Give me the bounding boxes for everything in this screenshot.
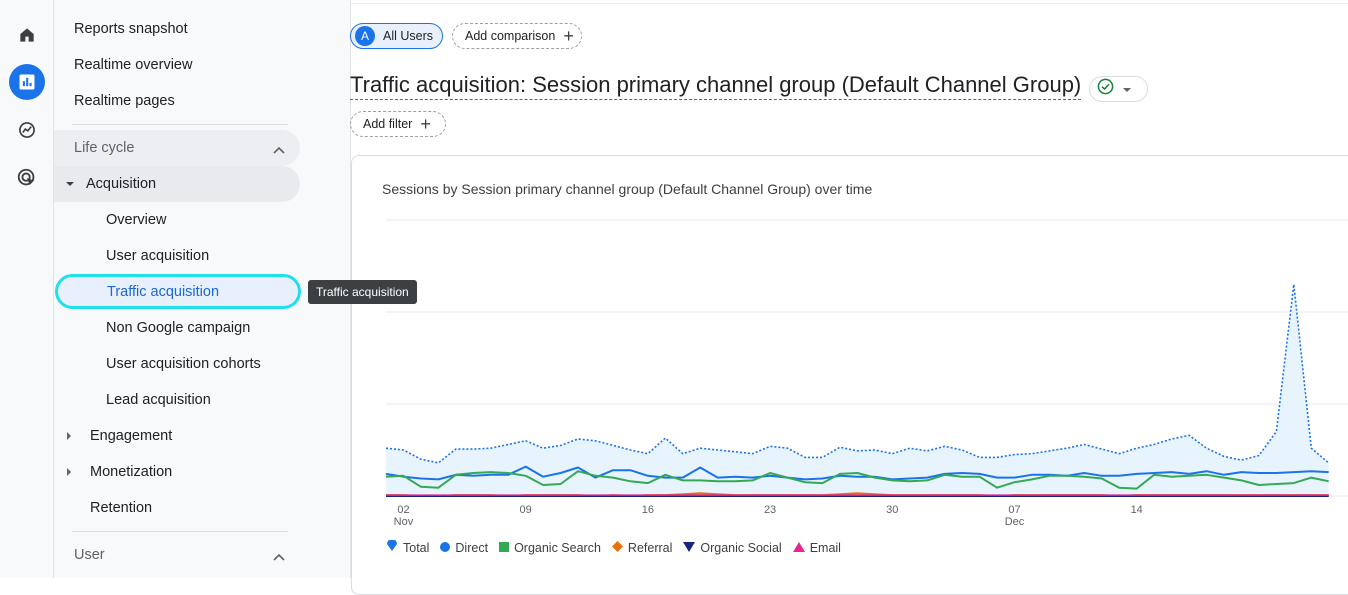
legend-item-email[interactable]: Email bbox=[792, 540, 841, 555]
sidebar-item-label: Realtime pages bbox=[74, 93, 175, 109]
chart-title: Sessions by Session primary channel grou… bbox=[382, 181, 873, 197]
sidebar-item-overview[interactable]: Overview bbox=[54, 202, 300, 238]
add-comparison-button[interactable]: Add comparison + bbox=[452, 23, 582, 49]
legend-label: Direct bbox=[455, 540, 489, 555]
x-tick-label: 30 bbox=[886, 504, 898, 516]
legend-item-total[interactable]: Total bbox=[386, 539, 430, 555]
sidebar-item-label: Engagement bbox=[90, 428, 173, 444]
plus-icon: + bbox=[420, 114, 431, 134]
x-tick-label: 14 bbox=[1131, 504, 1143, 516]
plus-icon: + bbox=[563, 26, 574, 46]
sidebar-item-engagement[interactable]: Engagement bbox=[54, 418, 300, 454]
series-line-organic-search bbox=[385, 470, 1329, 490]
sidebar-item-label: Traffic acquisition bbox=[107, 283, 220, 300]
reports-icon[interactable] bbox=[9, 64, 45, 100]
x-tick-label: 09 bbox=[520, 504, 532, 516]
home-icon[interactable] bbox=[9, 17, 45, 53]
sidebar-item-label: Non Google campaign bbox=[106, 320, 251, 336]
sidebar-item-traffic-acquisition[interactable]: Traffic acquisition bbox=[55, 274, 301, 309]
chevron-up-icon bbox=[273, 549, 285, 565]
explore-icon[interactable] bbox=[9, 112, 45, 148]
sidebar-item-label: Monetization bbox=[90, 464, 173, 480]
x-tick-label: 23 bbox=[764, 504, 776, 516]
sidebar-item-lead-acquisition[interactable]: Lead acquisition bbox=[54, 382, 300, 418]
x-tick-month-label: Nov bbox=[394, 516, 414, 528]
segment-label: All Users bbox=[383, 29, 434, 43]
series-line-direct bbox=[385, 465, 1329, 481]
sidebar-item-monetization[interactable]: Monetization bbox=[54, 454, 300, 490]
section-label: Life cycle bbox=[74, 140, 135, 156]
section-user[interactable]: User bbox=[54, 537, 300, 573]
sidebar-item-label: Overview bbox=[106, 212, 167, 228]
sidebar-item-label: User acquisition cohorts bbox=[106, 356, 261, 372]
segment-chip-all-users[interactable]: A All Users bbox=[350, 23, 443, 49]
caret-right-icon bbox=[67, 468, 71, 476]
advertising-icon[interactable] bbox=[9, 160, 45, 196]
add-filter-label: Add filter bbox=[363, 117, 413, 131]
check-circle-icon bbox=[1097, 78, 1114, 100]
sidebar-item-retention[interactable]: Retention bbox=[54, 490, 300, 526]
legend-label: Referral bbox=[627, 540, 673, 555]
sidebar-item-label: User acquisition bbox=[106, 248, 210, 264]
sidebar-item-label: Realtime overview bbox=[74, 57, 193, 73]
top-divider bbox=[351, 3, 1348, 4]
caret-down-icon bbox=[1122, 80, 1132, 98]
legend-marker-icon bbox=[611, 540, 623, 555]
x-tick-label: 16 bbox=[642, 504, 654, 516]
sidebar-item-label: Reports snapshot bbox=[74, 21, 188, 37]
sidebar-item-realtime-pages[interactable]: Realtime pages bbox=[54, 83, 300, 119]
add-comparison-label: Add comparison bbox=[465, 29, 556, 43]
legend-item-direct[interactable]: Direct bbox=[440, 541, 488, 555]
legend-item-referral[interactable]: Referral bbox=[611, 540, 673, 555]
sidebar-item-user-acquisition-cohorts[interactable]: User acquisition cohorts bbox=[54, 346, 300, 382]
sidebar-item-reports-snapshot[interactable]: Reports snapshot bbox=[54, 11, 300, 47]
legend-label: Organic Search bbox=[514, 540, 601, 555]
legend-label: Total bbox=[403, 540, 430, 555]
sidebar-item-non-google-campaign[interactable]: Non Google campaign bbox=[54, 310, 300, 346]
legend-marker-icon bbox=[683, 541, 696, 555]
sidebar-item-label: Retention bbox=[90, 500, 153, 516]
legend-marker-icon bbox=[386, 539, 398, 555]
icon-rail bbox=[0, 0, 54, 578]
chart-card bbox=[351, 155, 1348, 595]
page-title[interactable]: Traffic acquisition: Session primary cha… bbox=[350, 72, 1082, 100]
divider bbox=[72, 531, 288, 532]
chart-legend: Total Direct Organic Search Referral Organic… bbox=[386, 539, 852, 555]
legend-item-organic-search[interactable]: Organic Search bbox=[499, 541, 601, 555]
legend-label: Organic Social bbox=[700, 540, 782, 555]
x-tick-month-label: Dec bbox=[1005, 516, 1025, 528]
section-label: User bbox=[74, 547, 105, 563]
tooltip: Traffic acquisition bbox=[308, 280, 417, 304]
x-tick-label: 02 bbox=[397, 504, 409, 516]
legend-marker-icon bbox=[792, 541, 805, 555]
legend-label: Email bbox=[809, 540, 841, 555]
sidebar-item-realtime-overview[interactable]: Realtime overview bbox=[54, 47, 300, 83]
sidebar-item-acquisition[interactable]: Acquisition bbox=[54, 166, 300, 202]
report-main: A All Users Add comparison + Traffic acq… bbox=[350, 0, 1348, 595]
segment-avatar: A bbox=[355, 26, 375, 46]
sidebar-item-label: Acquisition bbox=[86, 176, 157, 192]
legend-marker-icon bbox=[440, 541, 451, 555]
sidebar-item-user-acquisition[interactable]: User acquisition bbox=[54, 238, 300, 274]
report-status-dropdown[interactable] bbox=[1089, 76, 1148, 102]
section-lifecycle[interactable]: Life cycle bbox=[54, 130, 300, 166]
add-filter-button[interactable]: Add filter + bbox=[350, 111, 446, 137]
legend-item-organic-social[interactable]: Organic Social bbox=[683, 540, 782, 555]
chevron-up-icon bbox=[273, 142, 285, 158]
sidebar-item-label: Lead acquisition bbox=[106, 392, 211, 408]
caret-right-icon bbox=[67, 432, 71, 440]
caret-down-icon bbox=[66, 182, 74, 186]
x-tick-label: 07 bbox=[1008, 504, 1020, 516]
divider bbox=[72, 124, 288, 125]
reports-sidebar: Reports snapshot Realtime overview Realt… bbox=[54, 0, 351, 578]
total-area bbox=[386, 284, 1329, 496]
series-line-total bbox=[385, 283, 1330, 464]
legend-marker-icon bbox=[499, 541, 510, 555]
